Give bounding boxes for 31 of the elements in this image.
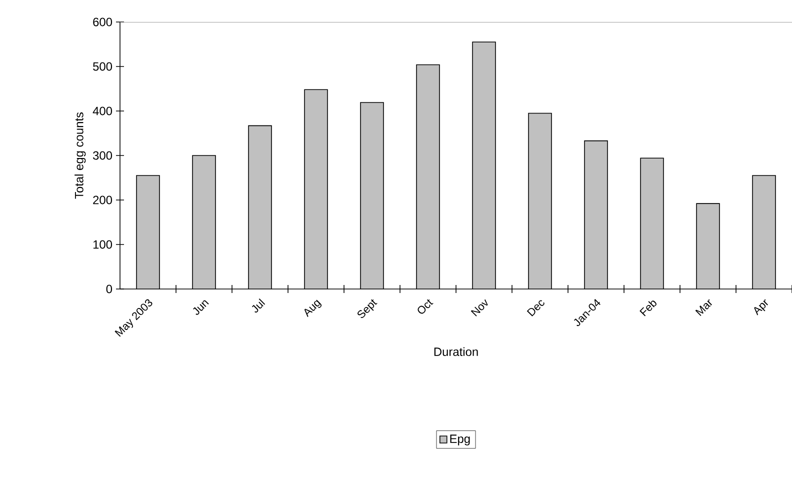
y-tick-label: 600 <box>93 18 112 26</box>
legend-label: Epg <box>450 434 470 446</box>
bar <box>696 204 720 289</box>
bar <box>192 155 216 289</box>
x-tick-label: Aug <box>304 300 322 318</box>
bar <box>640 158 664 289</box>
x-tick-label: Oct <box>418 299 434 314</box>
x-tick-label: Apr <box>754 299 768 316</box>
bar <box>752 175 776 289</box>
y-tick-label: 300 <box>92 151 112 160</box>
x-tick-label: Jun <box>193 300 209 315</box>
bar <box>584 140 608 289</box>
y-tick-label: 200 <box>93 196 112 204</box>
x-tick-label: Mar <box>695 299 712 316</box>
bar <box>472 42 496 289</box>
bar <box>416 64 440 289</box>
bar <box>528 113 552 289</box>
bar <box>248 126 272 289</box>
bar <box>304 90 328 289</box>
y-tick-label: 500 <box>93 62 112 71</box>
y-tick-label: 0 <box>106 284 112 294</box>
y-tick-label: 400 <box>92 106 112 116</box>
x-tick-label: Dec <box>526 300 544 316</box>
y-axis-title: Total egg counts <box>74 112 86 199</box>
x-axis-title: Duration <box>434 347 478 356</box>
bar <box>136 176 160 289</box>
bar <box>360 102 384 289</box>
x-tick-label: Feb <box>640 300 656 316</box>
x-tick-label: Nov <box>470 299 488 316</box>
y-tick-label: 100 <box>93 240 112 249</box>
x-tick-label: Jul <box>252 298 266 313</box>
